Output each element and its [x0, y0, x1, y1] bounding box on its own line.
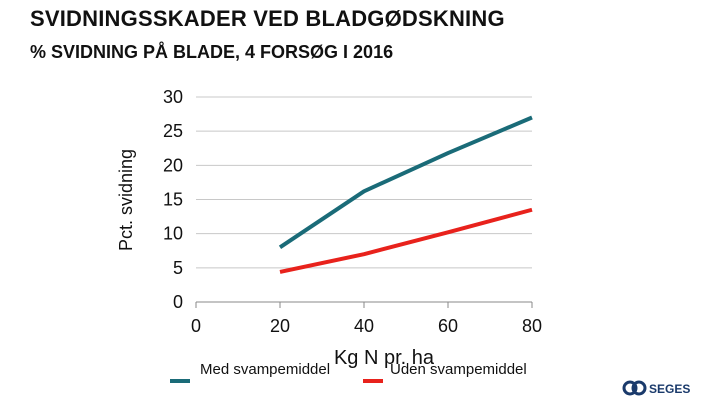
y-tick-label: 10 [163, 224, 183, 244]
y-tick-label: 5 [173, 258, 183, 278]
logo-text: SEGES [649, 382, 690, 396]
legend-label-2: Uden svampemiddel [390, 361, 527, 378]
x-tick-label: 40 [354, 316, 374, 336]
x-tick-label: 60 [438, 316, 458, 336]
y-axis-title: Pct. svidning [116, 149, 136, 251]
y-tick-label: 15 [163, 190, 183, 210]
seges-logo-icon [622, 380, 647, 396]
y-tick-label: 30 [163, 87, 183, 107]
y-tick-label: 0 [173, 292, 183, 312]
x-tick-label: 80 [522, 316, 542, 336]
x-tick-label: 0 [191, 316, 201, 336]
x-axis-title: Kg N pr. ha [334, 347, 435, 369]
series-lines [278, 115, 533, 274]
y-tick-label: 25 [163, 121, 183, 141]
series-line-1 [278, 115, 533, 249]
legend: Med svampemiddel Uden svampemiddel [170, 361, 527, 383]
grid-lines [196, 96, 532, 303]
x-tick-label: 20 [270, 316, 290, 336]
x-axis: 0 20 40 60 80 [191, 302, 542, 336]
seges-logo: SEGES [622, 380, 690, 396]
legend-label-1: Med svampemiddel [200, 361, 330, 378]
series-line-2 [279, 207, 533, 274]
y-tick-label: 20 [163, 155, 183, 175]
y-axis: 0 5 10 15 20 25 30 [163, 87, 183, 312]
chart-title: SVIDNINGSSKADER VED BLADGØDSKNING [30, 6, 505, 31]
chart-subtitle: % SVIDNING PÅ BLADE, 4 FORSØG I 2016 [30, 42, 394, 62]
